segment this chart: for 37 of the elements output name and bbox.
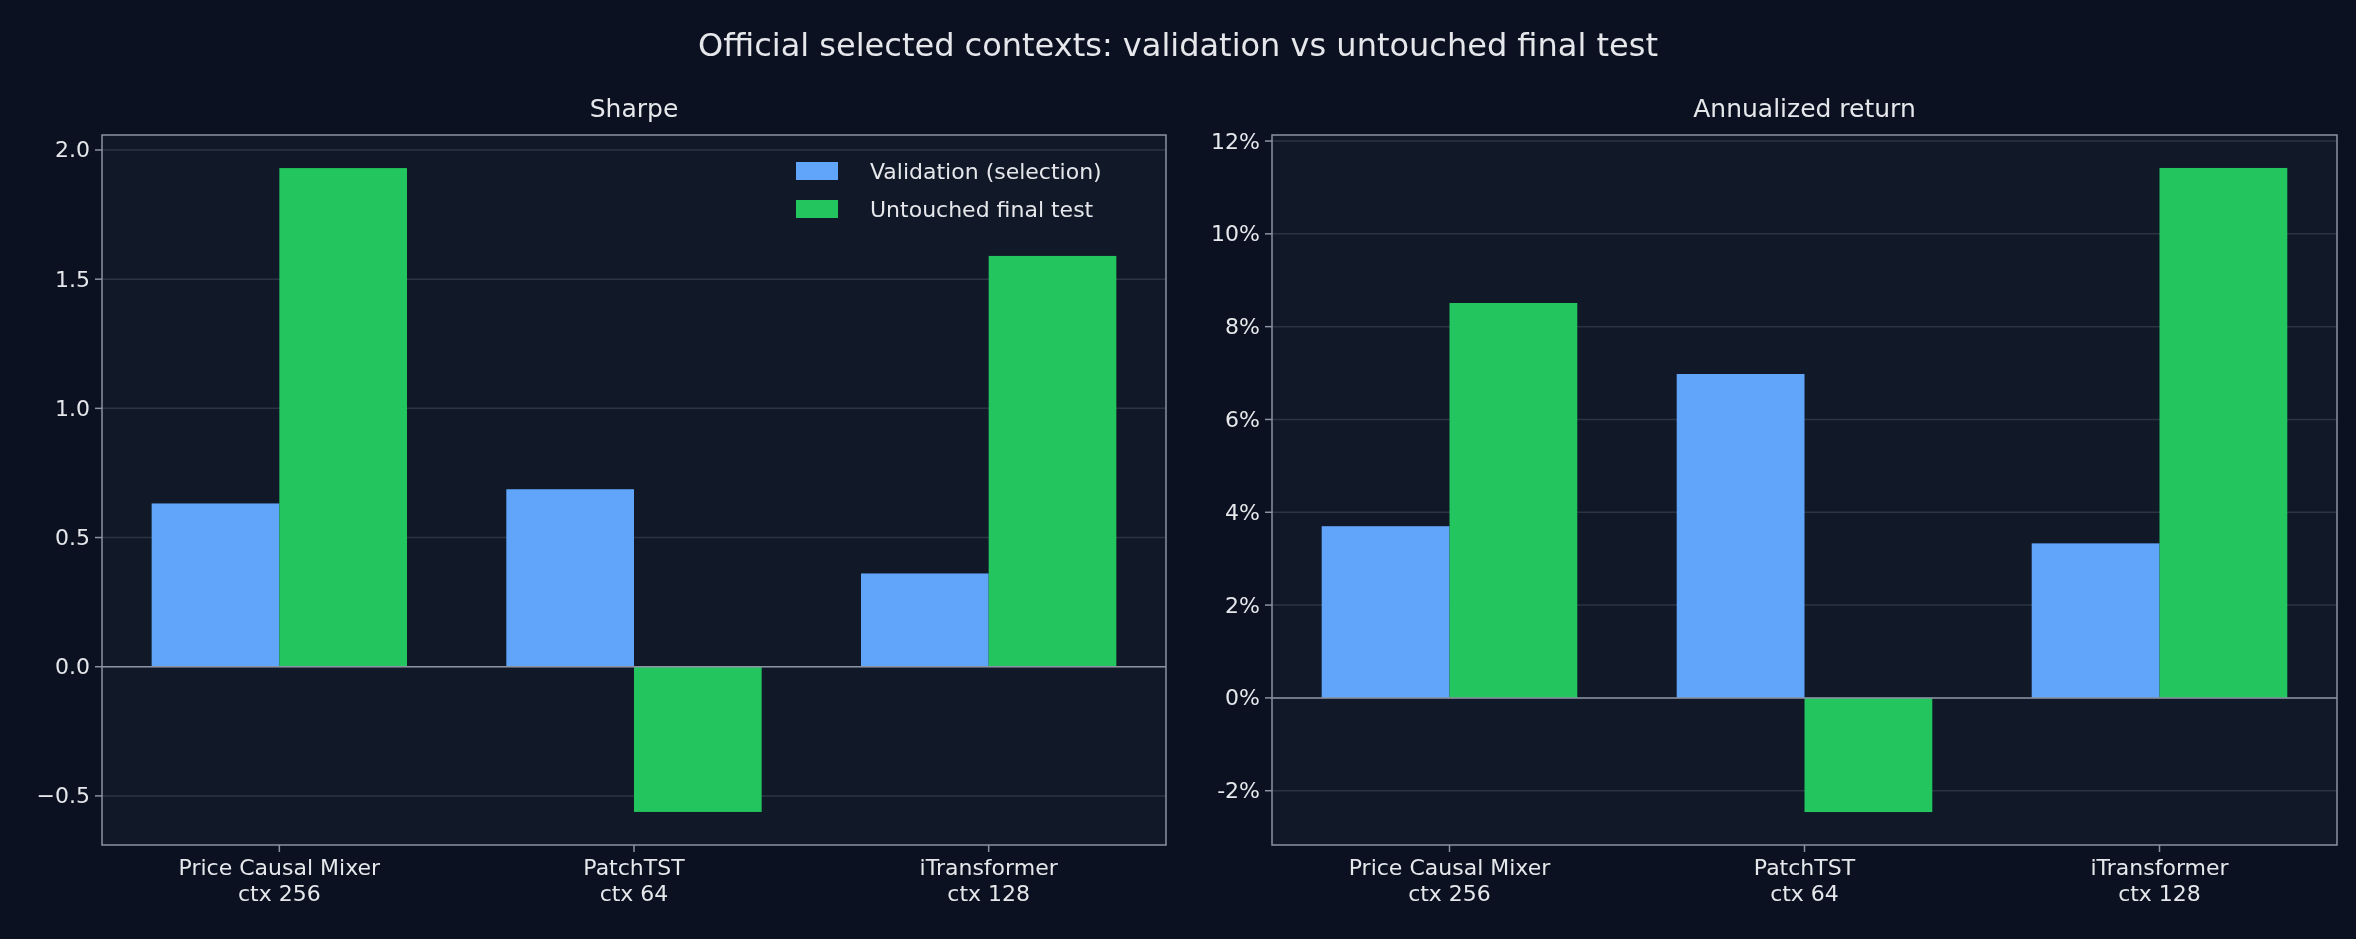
x-tick-label: PatchTST ctx 64 [1753,855,1856,906]
text: Official selected contexts: validation vs untouched final test [698,26,1658,64]
y-tick-label: 0.0 [55,654,90,680]
bar [2159,167,2288,698]
bar [1804,697,1933,813]
x-tick-label: Price Causal Mixer ctx 256 [1348,855,1552,906]
y-tick-label: −0.5 [36,783,90,809]
y-tick-label: 1.5 [55,266,90,292]
y-tick-label: 12% [1211,128,1260,154]
bar [1321,526,1450,698]
chart-title: Sharpe [589,94,679,123]
y-tick-label: 0.5 [55,525,90,551]
x-tick-label: Price Causal Mixer ctx 256 [178,855,382,906]
x-tick-label: iTransformer ctx 128 [919,855,1059,906]
y-tick-label: -2% [1217,778,1260,804]
y-tick-label: 2.0 [55,137,90,163]
y-tick-label: 8% [1225,314,1260,340]
bar [634,666,762,812]
bar [1676,373,1805,698]
x-tick-label: iTransformer ctx 128 [2090,855,2230,906]
bar [279,168,408,667]
y-tick-label: 10% [1211,221,1260,247]
legend-label: Validation (selection) [870,158,1102,184]
bar [1449,302,1578,698]
bar [860,573,989,667]
legend-label: Untouched final test [870,196,1094,222]
bar [151,503,280,667]
bar [506,489,634,667]
y-tick-label: 4% [1225,499,1260,525]
y-tick-label: 1.0 [55,395,90,421]
chart-title: Annualized return [1693,94,1916,123]
bar [988,255,1117,667]
y-tick-label: 0% [1225,685,1260,711]
y-tick-label: 6% [1225,406,1260,432]
x-tick-label: PatchTST ctx 64 [583,855,686,906]
bar [2031,543,2160,698]
y-tick-label: 2% [1225,592,1260,618]
